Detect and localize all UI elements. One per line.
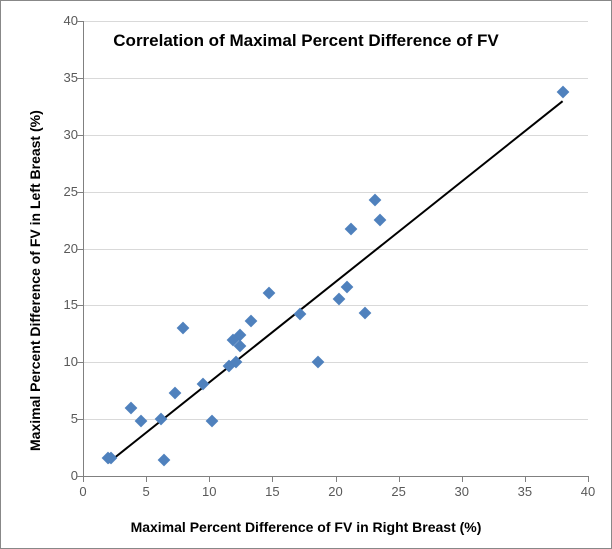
y-tick-label: 5	[53, 411, 78, 426]
data-point	[333, 292, 346, 305]
y-tick-label: 25	[53, 184, 78, 199]
y-axis	[83, 21, 84, 476]
gridline	[83, 305, 588, 306]
chart-title: Correlation of Maximal Percent Differenc…	[1, 31, 611, 51]
y-tick-label: 35	[53, 70, 78, 85]
y-tick-label: 30	[53, 127, 78, 142]
data-point	[227, 333, 240, 346]
scatter-chart: Correlation of Maximal Percent Differenc…	[0, 0, 612, 549]
data-point	[157, 454, 170, 467]
data-point	[358, 307, 371, 320]
gridline	[83, 21, 588, 22]
data-point	[556, 85, 569, 98]
data-point	[368, 193, 381, 206]
data-point	[169, 387, 182, 400]
data-point	[262, 286, 275, 299]
gridline	[83, 362, 588, 363]
plot-area	[83, 21, 588, 476]
gridline	[83, 135, 588, 136]
y-tick-label: 40	[53, 13, 78, 28]
x-tick-label: 0	[79, 484, 86, 499]
x-tick	[588, 476, 589, 482]
data-point	[135, 415, 148, 428]
x-tick-label: 35	[518, 484, 532, 499]
y-axis-label: Maximal Percent Difference of FV in Left…	[27, 110, 43, 451]
x-tick-label: 5	[143, 484, 150, 499]
gridline	[83, 249, 588, 250]
x-tick-label: 20	[328, 484, 342, 499]
data-point	[344, 223, 357, 236]
data-point	[125, 401, 138, 414]
y-tick-label: 0	[53, 468, 78, 483]
x-tick-label: 15	[265, 484, 279, 499]
data-point	[205, 415, 218, 428]
y-tick-label: 15	[53, 297, 78, 312]
gridline	[83, 78, 588, 79]
trendline	[108, 101, 564, 464]
y-tick-label: 20	[53, 241, 78, 256]
data-point	[233, 329, 246, 342]
x-tick-label: 40	[581, 484, 595, 499]
x-tick-label: 30	[455, 484, 469, 499]
y-tick-label: 10	[53, 354, 78, 369]
data-point	[245, 315, 258, 328]
x-tick-label: 10	[202, 484, 216, 499]
data-point	[373, 214, 386, 227]
x-axis	[83, 476, 588, 477]
data-point	[176, 322, 189, 335]
x-tick-label: 25	[391, 484, 405, 499]
data-point	[233, 340, 246, 353]
data-point	[340, 281, 353, 294]
gridline	[83, 192, 588, 193]
x-axis-label: Maximal Percent Difference of FV in Righ…	[1, 519, 611, 535]
